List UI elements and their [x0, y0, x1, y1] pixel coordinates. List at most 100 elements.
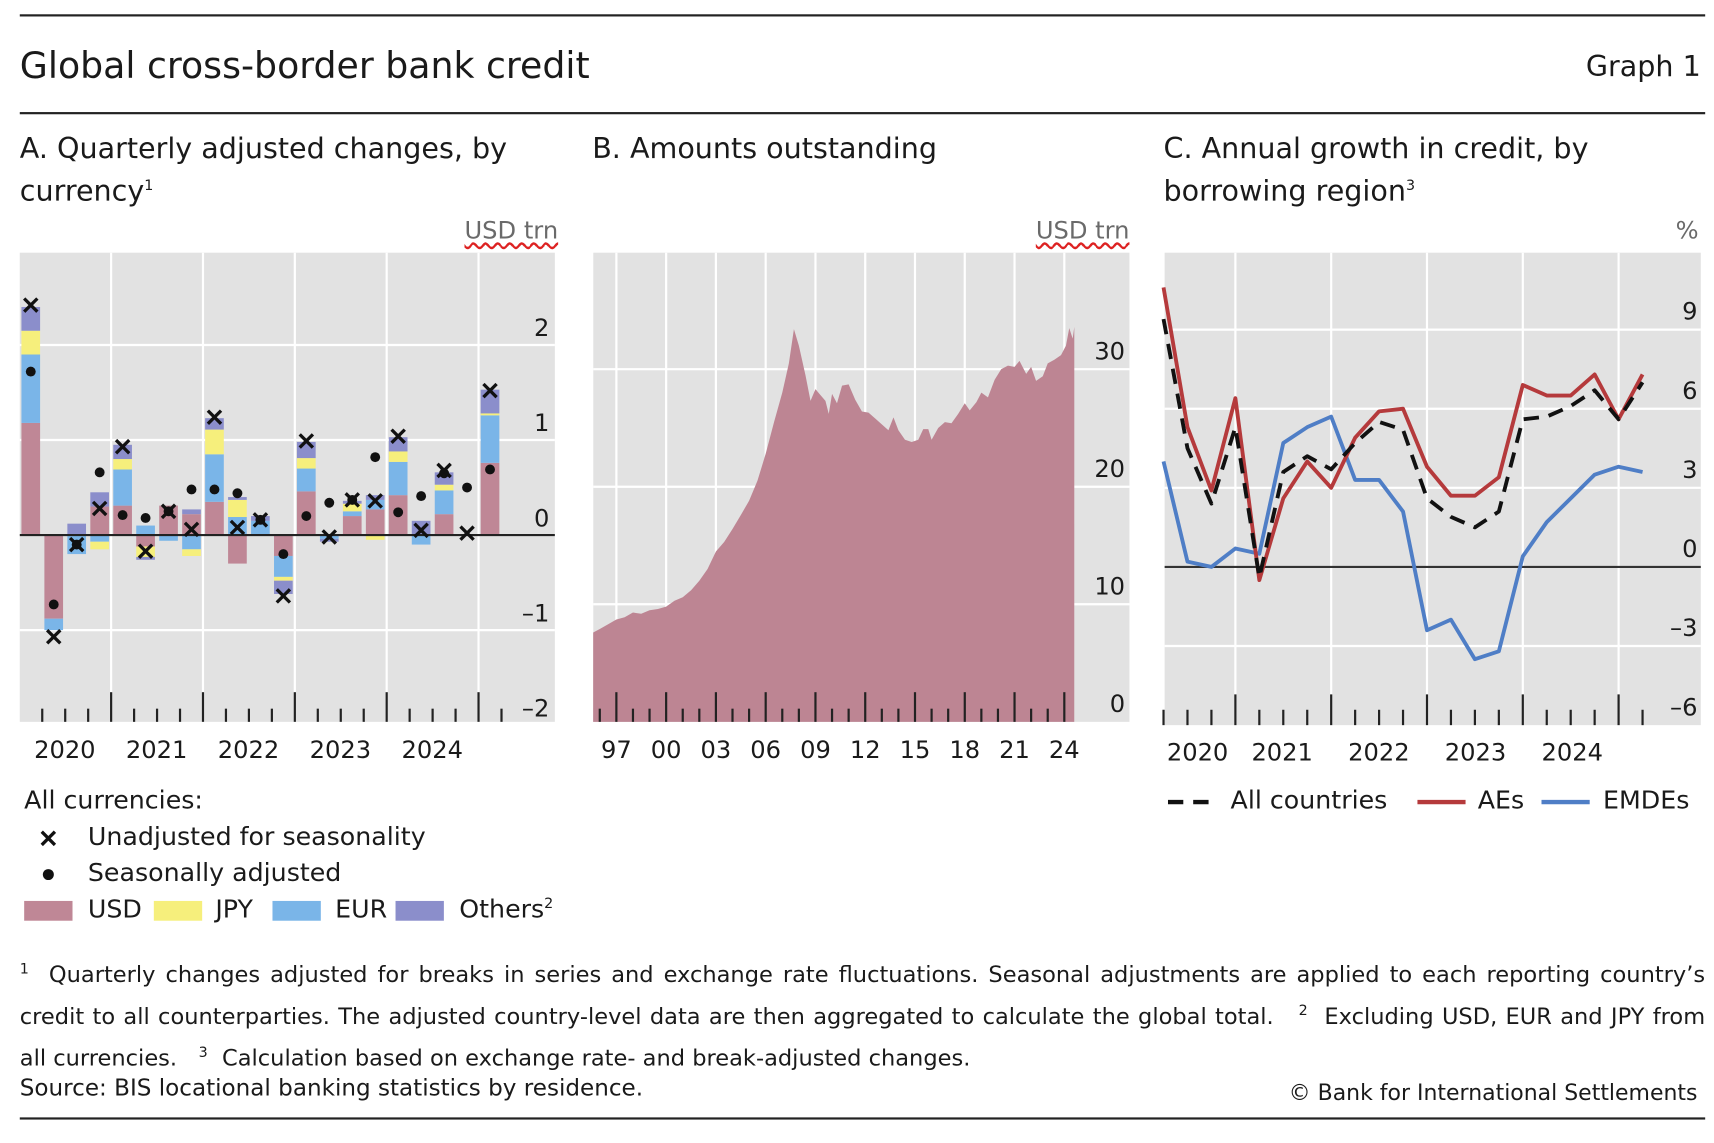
emdes-line [1161, 414, 1643, 662]
y-tick-label: 0 [534, 504, 549, 532]
x-year-label: 2021 [126, 736, 187, 764]
bar-usd [480, 462, 500, 536]
bar-eur [90, 535, 109, 542]
footnotes: 1 Quarterly changes adjusted for breaks … [20, 951, 1705, 1076]
bar-jpy [205, 429, 224, 455]
bar-jpy [365, 535, 385, 540]
unadjusted-x-marker [275, 588, 292, 604]
bar-others [228, 497, 247, 500]
bar-others [388, 437, 408, 452]
x-year-label: 24 [1049, 736, 1080, 764]
top-rule [19, 14, 1706, 17]
legend-eur: EUR [335, 895, 388, 925]
seasonally-adjusted-dot [232, 488, 243, 499]
bar-jpy [21, 330, 41, 355]
bar-jpy [90, 541, 109, 550]
y-tick-label: 2 [534, 314, 549, 342]
bar-usd [136, 535, 155, 547]
panel-c-unit: % [1675, 217, 1699, 246]
unit-text: USD trn [1035, 217, 1130, 246]
x-year-label: 2022 [218, 736, 279, 764]
y-tick-label: 3 [1682, 456, 1697, 484]
bar-usd [44, 535, 64, 619]
bar-others [274, 580, 293, 594]
seasonally-adjusted-dot [462, 482, 473, 493]
seasonally-adjusted-dot [94, 467, 105, 478]
bar-jpy [342, 503, 362, 512]
unadjusted-x-marker [229, 519, 246, 536]
bar-others [113, 444, 132, 460]
panel-a-background [19, 252, 555, 722]
panel-b-title: B. Amounts outstanding [592, 132, 937, 166]
x-year-label: 2021 [1251, 738, 1312, 766]
bar-usd [228, 535, 247, 564]
legend-all-countries: All countries [1230, 786, 1388, 816]
bar-usd [159, 505, 178, 536]
seasonally-adjusted-dot [117, 510, 128, 521]
bar-eur [342, 511, 362, 517]
bar-jpy [274, 576, 293, 581]
unadjusted-x-marker [114, 438, 131, 455]
footnote-ref: 1 [144, 177, 154, 195]
emdes-line-icon [1541, 799, 1590, 805]
unadjusted-x-marker [160, 503, 177, 520]
footnote-number: 2 [1298, 1002, 1308, 1020]
header-rule [19, 112, 1706, 115]
bar-others [136, 556, 155, 560]
bar-eur [388, 461, 408, 496]
bar-eur [411, 535, 431, 545]
x-year-label: 2024 [401, 736, 462, 764]
legend-others-text: Others [459, 895, 545, 925]
source-note: Source: BIS locational banking statistic… [19, 1074, 644, 1101]
x-year-label: 03 [701, 736, 732, 764]
y-tick-label: –6 [1670, 693, 1697, 721]
footnote-ref: 3 [1405, 177, 1416, 195]
unadjusted-x-marker [436, 462, 452, 479]
jpy-swatch [153, 900, 203, 921]
bar-eur [44, 618, 64, 631]
panel-c-title-text: C. Annual growth in credit, by borrowing… [1163, 132, 1589, 209]
x-year-label: 21 [999, 736, 1030, 764]
x-year-label: 15 [900, 736, 931, 764]
unadjusted-x-marker [298, 433, 315, 449]
seasonally-adjusted-dot [48, 599, 59, 610]
bar-eur [113, 469, 132, 506]
footnote-number: 3 [198, 1044, 208, 1061]
bar-jpy [434, 484, 454, 491]
bar-eur [159, 535, 178, 541]
bar-eur [21, 354, 41, 423]
bar-jpy [388, 451, 408, 462]
bottom-rule [19, 1117, 1706, 1120]
usd-swatch [24, 900, 73, 921]
x-year-label: 18 [949, 736, 980, 764]
bar-usd [274, 535, 293, 556]
others-swatch [395, 900, 444, 921]
outstanding-area [593, 326, 1075, 722]
copyright: © Bank for International Settlements [1288, 1078, 1698, 1106]
panel-a-title: A. Quarterly adjusted changes, by curren… [20, 132, 547, 211]
x-year-label: 2023 [1445, 738, 1506, 766]
footnote-3: Calculation based on exchange rate- and … [222, 1044, 971, 1071]
dot-marker-icon [42, 869, 54, 881]
y-tick-label: 0 [1682, 535, 1697, 563]
footnote-2: Excluding USD, EUR and JPY from all curr… [19, 1002, 1706, 1071]
x-year-label: 2024 [1541, 738, 1602, 766]
bar-others [205, 418, 224, 430]
bar-others [182, 509, 201, 515]
seasonally-adjusted-dot [324, 497, 335, 508]
y-tick-label: 0 [1110, 690, 1125, 718]
x-year-label: 2020 [34, 736, 95, 764]
bar-usd [434, 514, 454, 536]
bar-eur [274, 555, 293, 577]
bar-eur [434, 490, 454, 515]
seasonally-adjusted-dot [25, 366, 36, 377]
bar-eur [205, 454, 224, 502]
legend-seasonal: Seasonally adjusted [87, 859, 342, 888]
seasonally-adjusted-dot [301, 511, 312, 522]
bar-others [67, 523, 87, 536]
graph-number: Graph 1 [1585, 50, 1701, 84]
unadjusted-x-marker [91, 500, 108, 517]
bar-usd [21, 422, 41, 536]
y-tick-label: 30 [1094, 337, 1125, 365]
